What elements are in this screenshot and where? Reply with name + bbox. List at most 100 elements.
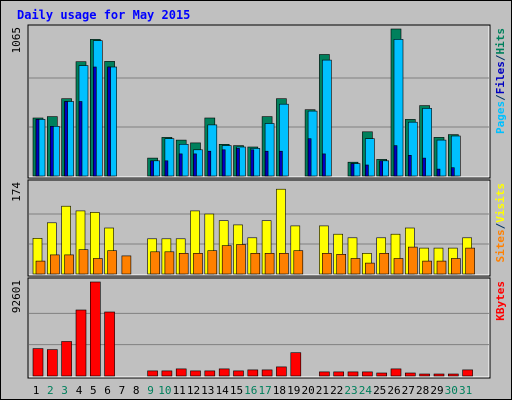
hits-bar-pages-day-18 — [279, 150, 283, 177]
x-tick-label: 28 — [416, 384, 429, 397]
x-tick-label: 19 — [287, 384, 300, 397]
hits-bar-pages-day-9 — [150, 160, 154, 177]
hits-bar-pages-day-24 — [365, 164, 369, 177]
x-tick-label: 7 — [119, 384, 126, 397]
kbytes-bar-kbytes-day-18 — [276, 366, 287, 377]
visits-bar-sites-day-25 — [379, 253, 390, 275]
kbytes-bar-kbytes-day-24 — [362, 371, 373, 377]
hits-bar-pages-day-15 — [236, 148, 240, 177]
x-tick-label: 13 — [201, 384, 214, 397]
kbytes-bar-kbytes-day-12 — [190, 370, 201, 377]
hits-bar-files-day-29 — [436, 139, 447, 177]
kbytes-bar-kbytes-day-16 — [247, 369, 259, 377]
hits-bar-pages-day-6 — [107, 66, 111, 177]
x-tick-label: 1 — [33, 384, 40, 397]
visits-bar-sites-day-17 — [264, 253, 275, 275]
visits-bar-sites-day-3 — [64, 254, 74, 275]
kbytes-bar-kbytes-day-4 — [75, 309, 87, 377]
x-tick-label: 6 — [104, 384, 111, 397]
chart-title: Daily usage for May 2015 — [17, 8, 190, 22]
visits-bar-sites-day-24 — [365, 262, 375, 275]
hits-bar-pages-day-14 — [221, 149, 226, 177]
x-tick-label: 14 — [216, 384, 230, 397]
visits-bar-sites-day-15 — [236, 244, 246, 275]
x-tick-label: 17 — [258, 384, 271, 397]
hits-bar-files-day-17 — [264, 123, 275, 177]
visits-bar-sites-day-4 — [78, 249, 89, 275]
visits-bar-sites-day-11 — [178, 253, 189, 275]
hits-bar-files-day-10 — [164, 138, 175, 177]
kbytes-bar-kbytes-day-6 — [104, 311, 115, 377]
hits-bar-pages-day-26 — [393, 145, 398, 177]
x-tick-label: 4 — [76, 384, 83, 397]
kbytes-bar-kbytes-day-30 — [447, 373, 459, 377]
kbytes-bar-kbytes-day-28 — [419, 373, 430, 377]
visits-bar-sites-day-23 — [350, 258, 361, 275]
x-tick-label: 10 — [158, 384, 171, 397]
visits-bar-sites-day-13 — [207, 250, 218, 275]
x-tick-label: 25 — [373, 384, 386, 397]
kbytes-bar-kbytes-day-31 — [462, 369, 473, 377]
visits-bar-sites-day-14 — [221, 245, 232, 275]
kbytes-bar-kbytes-day-13 — [204, 370, 216, 377]
kbytes-bar-kbytes-day-11 — [175, 368, 187, 377]
legend-entry: / — [494, 94, 507, 101]
hits-bar-pages-day-23 — [350, 163, 355, 177]
visits-bar-sites-day-10 — [164, 251, 175, 275]
legend-entry: Hits — [494, 28, 507, 55]
visits-bar-sites-day-18 — [279, 253, 289, 275]
visits-bar-sites-day-29 — [436, 260, 447, 275]
hits-bar-pages-day-21 — [322, 153, 326, 177]
kbytes-bar-kbytes-day-1 — [32, 348, 44, 377]
hits-bar-pages-day-17 — [264, 150, 269, 177]
legend-entry: KBytes — [494, 281, 507, 321]
visits-bar-sites-day-21 — [322, 253, 332, 275]
visits-bar-sites-day-16 — [250, 253, 261, 275]
hits-bar-pages-day-11 — [178, 153, 183, 177]
visits-bar-sites-day-31 — [465, 247, 475, 275]
kbytes-bar-kbytes-day-3 — [61, 341, 72, 377]
y-max-label: 174 — [10, 182, 23, 202]
kbytes-bar-kbytes-day-5 — [90, 281, 101, 377]
x-tick-label: 31 — [459, 384, 472, 397]
kbytes-bar-kbytes-day-29 — [433, 373, 445, 377]
kbytes-bar-kbytes-day-19 — [290, 352, 302, 377]
x-tick-label: 23 — [344, 384, 357, 397]
kbytes-bar-kbytes-day-15 — [233, 370, 244, 377]
x-tick-label: 22 — [330, 384, 343, 397]
legend-entry: / — [494, 222, 507, 229]
kbytes-bar-kbytes-day-23 — [347, 371, 359, 377]
x-tick-label: 2 — [47, 384, 54, 397]
x-tick-label: 15 — [230, 384, 243, 397]
x-tick-label: 29 — [430, 384, 443, 397]
legend-entry: Sites — [494, 229, 507, 262]
visits-bar-sites-day-28 — [422, 260, 432, 275]
hits-bar-pages-day-27 — [407, 155, 412, 177]
legend-entry: Pages — [494, 101, 507, 134]
x-tick-label: 26 — [387, 384, 400, 397]
x-tick-label: 21 — [316, 384, 329, 397]
hits-bar-files-day-28 — [422, 108, 432, 177]
hits-bar-files-day-27 — [407, 121, 418, 177]
visits-bar-sites-day-12 — [193, 253, 203, 275]
x-tick-label: 20 — [301, 384, 314, 397]
hits-bar-pages-day-2 — [49, 126, 54, 177]
visits-bar-sites-day-1 — [35, 260, 46, 275]
visits-bar-sites-day-22 — [336, 254, 347, 275]
chart-panels: 1065Pages/Files/Hits174Sites/Visits92601… — [10, 24, 507, 379]
x-tick-label: 12 — [187, 384, 200, 397]
panel-kbytes: 92601 KBytes — [10, 277, 507, 379]
hits-bar-pages-day-13 — [207, 150, 212, 177]
panel-visits: 174 Sites/Visits — [10, 179, 507, 277]
kbytes-bar-kbytes-day-17 — [261, 369, 273, 377]
x-tick-label: 27 — [402, 384, 415, 397]
x-tick-label: 3 — [61, 384, 68, 397]
x-tick-label: 11 — [173, 384, 186, 397]
kbytes-bar-kbytes-day-25 — [376, 372, 388, 377]
kbytes-bar-kbytes-day-21 — [319, 371, 330, 377]
x-tick-label: 5 — [90, 384, 97, 397]
hits-bar-pages-day-5 — [93, 66, 97, 177]
hits-bar-pages-day-30 — [450, 167, 455, 177]
hits-bar-files-day-24 — [365, 138, 375, 177]
